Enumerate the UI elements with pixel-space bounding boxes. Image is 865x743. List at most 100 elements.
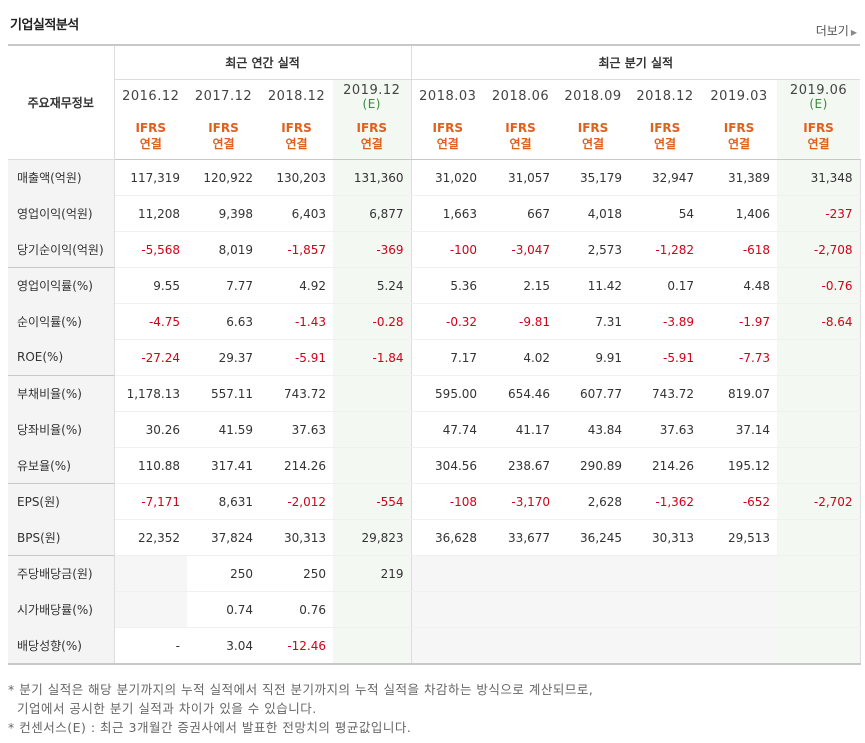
table-cell	[777, 375, 861, 412]
row-label: 매출액(억원)	[8, 159, 115, 196]
ifrs-text: IFRS	[356, 121, 388, 135]
table-cell: -7.73	[701, 339, 778, 376]
table-row: 주당배당금(원) 250 250 219	[8, 555, 861, 592]
ifrs-label: IFRS 연결	[557, 113, 630, 160]
table-cell	[629, 555, 702, 592]
table-cell: 3.04	[187, 627, 260, 665]
table-cell: 35,179	[557, 159, 630, 196]
row-label: 배당성향(%)	[8, 627, 115, 665]
table-cell: 9,398	[187, 195, 260, 232]
row-label: ROE(%)	[8, 339, 115, 376]
table-cell: 9.91	[557, 339, 630, 376]
ifrs-text: IFRS	[135, 121, 167, 135]
table-cell: 2,573	[557, 231, 630, 268]
consolidated-text: 연결	[436, 137, 459, 151]
row-label: 유보율(%)	[8, 447, 115, 484]
table-cell	[777, 411, 861, 448]
consolidated-text: 연결	[139, 137, 162, 151]
table-cell: -5.91	[260, 339, 333, 376]
table-cell: -618	[701, 231, 778, 268]
period-header: 2018.12	[629, 80, 701, 114]
table-cell	[777, 627, 861, 665]
table-cell: -3,047	[484, 231, 558, 268]
table-cell: 131,360	[333, 159, 412, 196]
footnote-line: * 분기 실적은 해당 분기까지의 누적 실적에서 직전 분기까지의 누적 실적…	[8, 682, 594, 697]
table-cell: 4,018	[557, 195, 630, 232]
table-cell: 37.63	[260, 411, 333, 448]
table-cell: 22,352	[114, 519, 187, 556]
table-cell	[333, 447, 412, 484]
table-cell	[484, 555, 558, 592]
table-cell: 4.02	[484, 339, 558, 376]
consolidated-text: 연결	[807, 137, 830, 151]
row-label: 순이익률(%)	[8, 303, 115, 340]
table-cell: 9.55	[114, 267, 187, 304]
ifrs-label: IFRS 연결	[114, 113, 187, 160]
table-cell: 31,020	[411, 159, 485, 196]
table-cell: -369	[333, 231, 412, 268]
table-cell	[333, 411, 412, 448]
table-cell: -1.97	[701, 303, 778, 340]
table-cell: 4.48	[701, 267, 778, 304]
table-cell: -100	[411, 231, 485, 268]
table-cell: 6.63	[187, 303, 260, 340]
group-quarterly: 최근 분기 실적	[411, 44, 861, 80]
table-cell: -12.46	[260, 627, 333, 665]
table-cell: 11.42	[557, 267, 630, 304]
ifrs-text: IFRS	[281, 121, 312, 135]
table-cell: 7.17	[411, 339, 485, 376]
table-cell: 120,922	[187, 159, 260, 196]
table-cell	[114, 555, 187, 592]
table-row: 배당성향(%) -3.04 -12.46	[8, 627, 861, 665]
ifrs-text: IFRS	[208, 121, 239, 135]
table-cell	[777, 519, 861, 556]
table-cell: 130,203	[260, 159, 333, 196]
row-label: 당좌비율(%)	[8, 411, 115, 448]
table-cell: 30,313	[629, 519, 702, 556]
table-cell: 37.63	[629, 411, 702, 448]
period-label: 2019.03	[710, 89, 768, 104]
table-cell	[484, 627, 558, 665]
table-cell: 36,628	[411, 519, 485, 556]
table-cell	[333, 375, 412, 412]
table-cell: 36,245	[557, 519, 630, 556]
table-cell: 250	[260, 555, 333, 592]
table-cell	[629, 627, 702, 665]
more-label[interactable]: 더보기	[815, 24, 849, 38]
table-cell: -2,708	[777, 231, 861, 268]
ifrs-label: IFRS 연결	[777, 113, 861, 160]
table-cell	[557, 627, 630, 665]
table-cell	[777, 339, 861, 376]
table-cell: 667	[484, 195, 558, 232]
table-cell: -1,857	[260, 231, 333, 268]
period-label: 2017.12	[194, 89, 253, 104]
table-cell: 743.72	[629, 375, 702, 412]
table-cell: 2,628	[557, 483, 630, 520]
table-cell: 7.31	[557, 303, 630, 340]
table-cell: 8,019	[187, 231, 260, 268]
more-link[interactable]: 더보기 ▶	[816, 22, 857, 39]
table-row: ROE(%) -27.24 29.37 -5.91 -1.84 7.17 4.02 9.91-…	[8, 339, 861, 376]
table-cell: -5.91	[629, 339, 702, 376]
table-cell: 238.67	[484, 447, 558, 484]
table-row: 영업이익률(%) 9.55 7.77 4.92 5.24 5.36 2.15 11.42 0.1…	[8, 267, 861, 304]
table-cell: 6,877	[333, 195, 412, 232]
table-cell	[557, 591, 630, 628]
table-cell: 195.12	[701, 447, 778, 484]
period-label: 2016.12	[122, 89, 180, 104]
consolidated-text: 연결	[285, 137, 308, 151]
table-cell: 743.72	[260, 375, 333, 412]
table-cell: 6,403	[260, 195, 333, 232]
table-cell	[484, 591, 558, 628]
estimate-marker: (E)	[362, 96, 381, 111]
consolidated-text: 연결	[212, 137, 235, 151]
table-cell: 1,663	[411, 195, 485, 232]
table-cell: -108	[411, 483, 485, 520]
ifrs-label: IFRS 연결	[333, 113, 412, 160]
chevron-right-icon[interactable]: ▶	[850, 28, 857, 37]
row-label: 부채비율(%)	[8, 375, 115, 412]
table-cell	[777, 447, 861, 484]
consolidated-text: 연결	[654, 137, 677, 151]
table-cell: 4.92	[260, 267, 333, 304]
table-cell: -1.43	[260, 303, 333, 340]
